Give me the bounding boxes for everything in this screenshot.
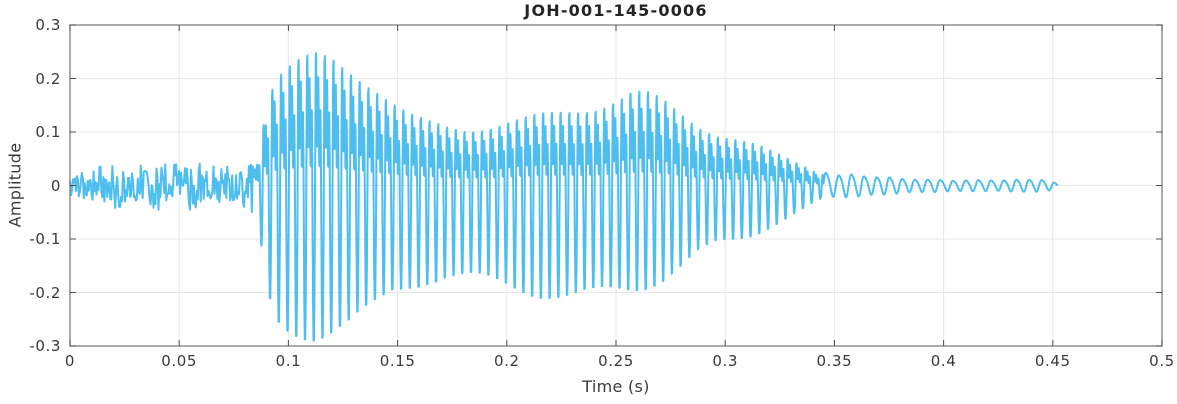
x-tick-labels: 0 0.05 0.1 0.15 0.2 0.25 0.3 0.35 0.4 0.45 0.5 [0, 352, 1177, 372]
grid-lines [70, 25, 1162, 346]
x-tick-label: 0.05 [161, 352, 198, 370]
x-tick-label: 0.45 [1034, 352, 1071, 370]
y-tick-label: -0.1 [29, 230, 61, 248]
x-tick-label: 0.25 [598, 352, 634, 370]
y-tick-label: -0.2 [29, 283, 61, 302]
tick-marks [69, 24, 1163, 347]
x-tick-label: 0.4 [930, 352, 957, 370]
y-tick-label: 0.2 [35, 69, 61, 88]
y-tick-label: -0.3 [29, 337, 61, 355]
x-tick-label: 0 [64, 352, 76, 370]
x-axis-label: Time (s) [582, 377, 650, 396]
y-tick-label: 0.3 [35, 16, 61, 34]
y-tick-labels: 0.3 0.2 0.1 0 -0.1 -0.2 -0.3 [0, 0, 61, 404]
y-tick-label: 0 [50, 176, 61, 195]
y-tick-label: 0.1 [35, 123, 61, 141]
x-tick-label: 0.35 [816, 352, 853, 370]
plot-title: JOH-001-145-0006 [524, 1, 708, 20]
x-tick-label: 0.3 [712, 352, 739, 370]
x-tick-label: 0.1 [275, 352, 302, 370]
x-tick-label: 0.2 [493, 352, 520, 370]
x-tick-label: 0.15 [379, 352, 416, 370]
x-tick-label: 0.5 [1149, 352, 1175, 370]
waveform-line [69, 52, 1059, 342]
